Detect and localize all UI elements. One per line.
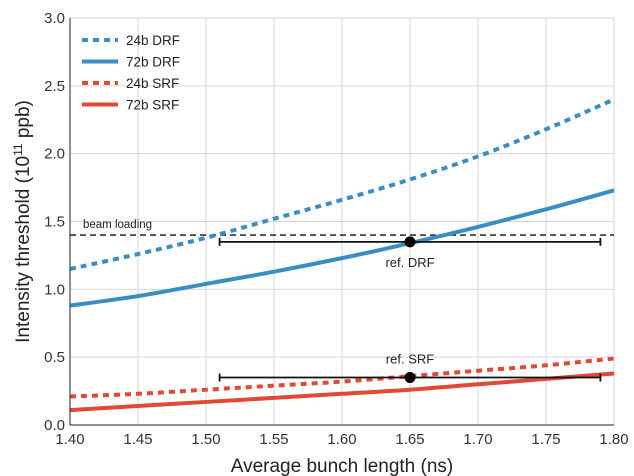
series-line-72b-drf	[69, 188, 615, 308]
ref-label-ref-drf: ref. DRF	[385, 255, 434, 270]
ref-point-ref-srf	[404, 372, 416, 384]
x-tick-label: 1.50	[191, 431, 220, 448]
x-tick-label: 1.75	[531, 431, 560, 448]
y-axis-label: Intensity threshold (1011 ppb)	[11, 100, 34, 343]
legend: 24b DRF 72b DRF 24b SRF 72b SRF	[82, 33, 180, 113]
x-tick-label: 1.80	[599, 431, 628, 448]
series-line-72b-srf	[69, 371, 615, 413]
y-tick-label: 2.5	[44, 78, 65, 95]
x-tick-label: 1.40	[55, 431, 84, 448]
tick-labels: 1.40 1.45 1.50 1.55 1.60 1.65 1.70 1.75 1.80 0.0 0…	[44, 10, 628, 448]
x-tick-label: 1.55	[259, 431, 288, 448]
y-axis-label-main: Intensity threshold (10	[13, 156, 34, 343]
y-axis-label-sup: 11	[11, 143, 25, 156]
legend-label-72b-srf: 72b SRF	[126, 98, 179, 113]
reference-points-group: ref. DRF ref. SRF	[218, 236, 602, 384]
y-tick-label: 1.0	[44, 281, 65, 298]
y-tick-label: 1.5	[44, 214, 65, 231]
beam-loading-label: beam loading	[83, 219, 152, 231]
series-line-24b-srf	[69, 356, 615, 399]
y-axis-label-tail: ppb)	[13, 100, 34, 143]
ref-label-ref-srf: ref. SRF	[386, 352, 434, 367]
x-tick-label: 1.60	[327, 431, 356, 448]
y-tick-label: 0.5	[44, 349, 65, 366]
legend-label-24b-srf: 24b SRF	[126, 76, 179, 91]
y-tick-label: 3.0	[44, 10, 65, 27]
x-tick-label: 1.45	[123, 431, 152, 448]
series-group	[69, 97, 615, 413]
x-axis-label: Average bunch length (ns)	[231, 456, 454, 476]
y-tick-label: 0.0	[44, 417, 65, 434]
x-tick-label: 1.70	[463, 431, 492, 448]
axes	[69, 18, 614, 426]
y-tick-label: 2.0	[44, 146, 65, 163]
legend-label-72b-drf: 72b DRF	[126, 55, 180, 70]
series-line-24b-drf	[69, 97, 615, 271]
ref-point-ref-drf	[404, 236, 416, 248]
grid	[69, 17, 615, 426]
legend-label-24b-drf: 24b DRF	[126, 33, 180, 48]
beam-loading-group: beam loading	[70, 219, 614, 236]
x-tick-label: 1.65	[395, 431, 424, 448]
